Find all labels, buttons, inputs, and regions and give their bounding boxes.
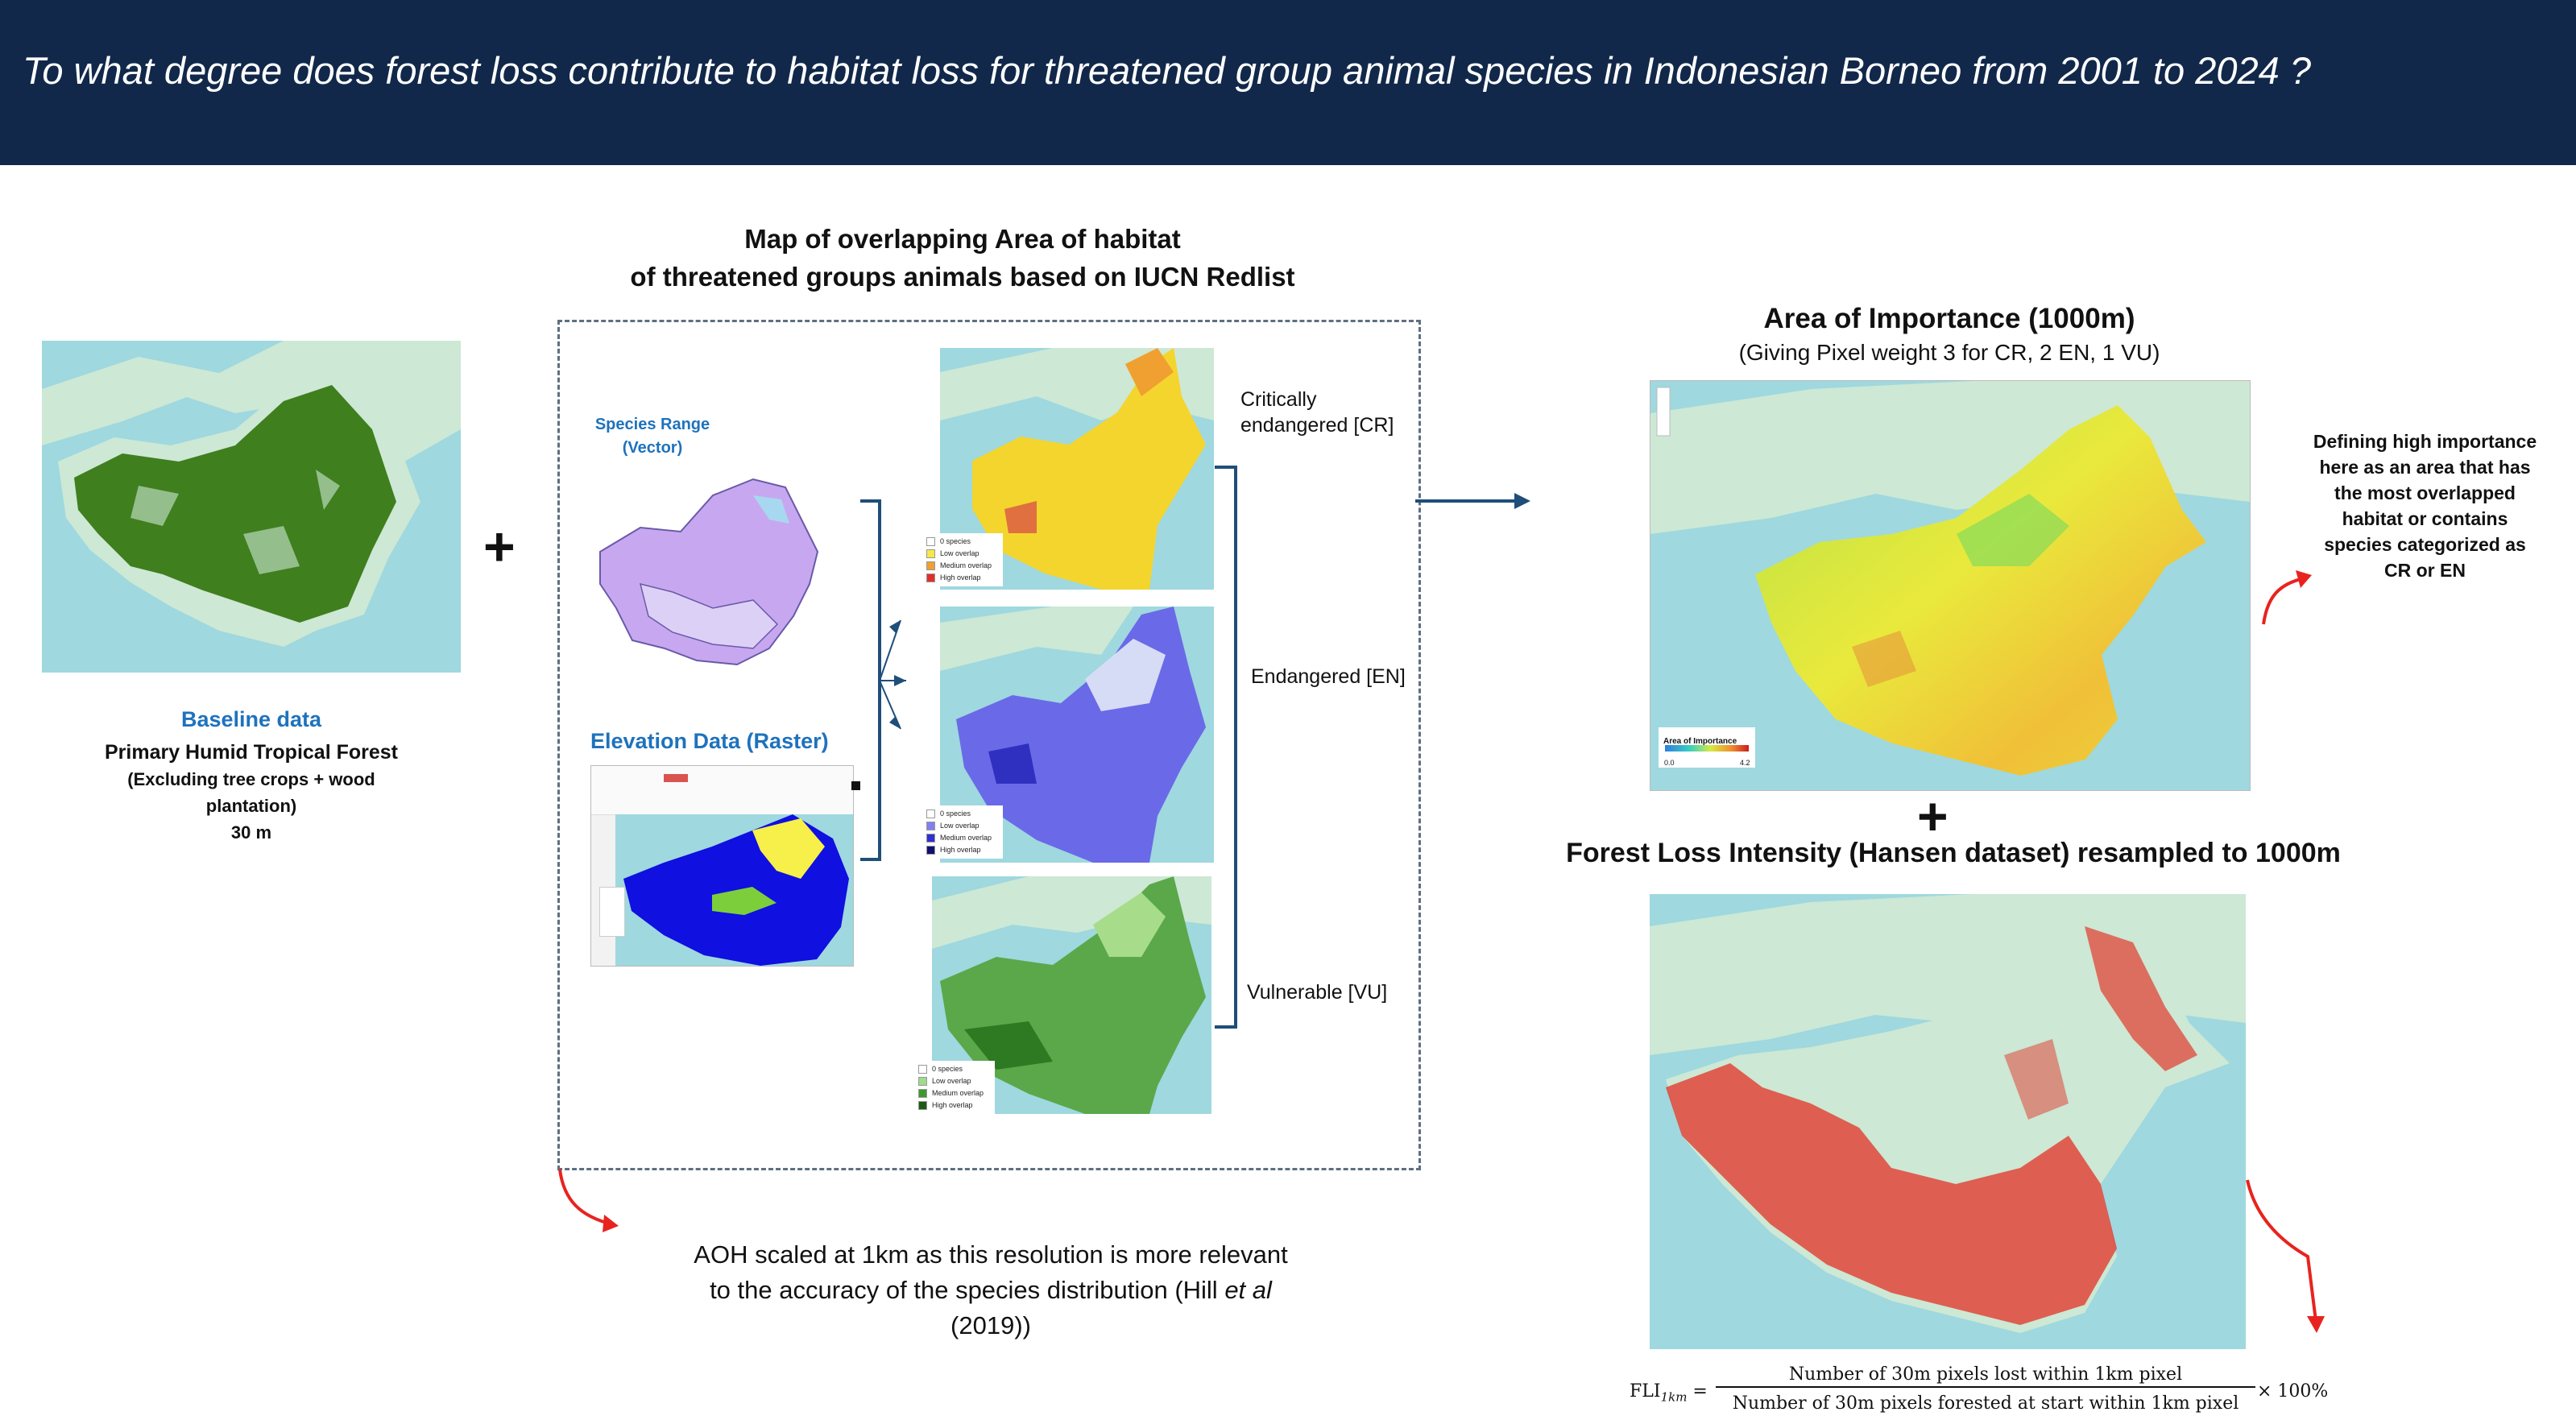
baseline-line1: Primary Humid Tropical Forest — [105, 741, 398, 764]
overlap-dashed-box — [557, 320, 1421, 1170]
importance-legend-min: 0.0 — [1664, 759, 1675, 767]
forest-loss-title: Forest Loss Intensity (Hansen dataset) r… — [1566, 838, 2341, 868]
left-bracket — [860, 499, 881, 861]
en-legend-swatch — [926, 822, 935, 830]
cr-legend: 0 species Low overlap Medium overlap Hig… — [922, 533, 1003, 586]
cr-legend-swatch — [926, 561, 935, 570]
right-bracket — [1215, 466, 1237, 1029]
plus-sign-2: + — [1917, 786, 1949, 846]
research-question: To what degree does forest loss contribu… — [23, 49, 2311, 92]
importance-subtitle: (Giving Pixel weight 3 for CR, 2 EN, 1 V… — [1738, 340, 2160, 365]
baseline-heading: Baseline data — [180, 707, 322, 731]
en-legend: 0 species Low overlap Medium overlap Hig… — [922, 805, 1003, 859]
en-legend-swatch — [926, 809, 935, 818]
cr-legend-swatch — [926, 573, 935, 582]
cr-label-line1: Critically — [1240, 388, 1317, 411]
vu-label: Vulnerable [VU] — [1247, 981, 1388, 1004]
aoh-note-line3: (2019)) — [950, 1311, 1031, 1339]
importance-legend-max: 4.2 — [1740, 759, 1750, 767]
en-label: Endangered [EN] — [1251, 665, 1406, 688]
importance-note: Defining high importance here as an area… — [2313, 431, 2537, 581]
elevation-label: Elevation Data (Raster) — [590, 729, 829, 753]
species-range-line2: (Vector) — [622, 439, 683, 457]
importance-map — [1650, 380, 2251, 791]
overlap-title-line2: of threatened groups animals based on IU… — [630, 262, 1295, 292]
vu-legend-swatch — [918, 1077, 927, 1086]
baseline-line4: 30 m — [230, 822, 272, 843]
aoh-note-line2: to the accuracy of the species distribut… — [710, 1276, 1272, 1304]
fan-arrows — [879, 619, 906, 730]
importance-title: Area of Importance (1000m) — [1763, 303, 2135, 334]
vu-legend-swatch — [918, 1065, 927, 1074]
formula-numerator: Number of 30m pixels lost within 1km pix… — [1716, 1364, 2255, 1388]
primary-forest-map — [42, 341, 461, 673]
vu-legend-swatch — [918, 1089, 927, 1098]
formula-lhs: FLI1km = — [1630, 1381, 1708, 1405]
baseline-line2: (Excluding tree crops + wood — [127, 769, 375, 789]
vu-legend-swatch — [918, 1101, 927, 1110]
species-range-map — [592, 463, 826, 673]
plus-sign-1: + — [483, 516, 516, 578]
overlap-title-line1: Map of overlapping Area of habitat — [744, 224, 1181, 254]
cr-legend-swatch — [926, 537, 935, 546]
cr-label-line2: endangered [CR] — [1240, 414, 1394, 437]
aoh-red-arrow — [558, 1169, 613, 1226]
small-black-marker — [851, 781, 860, 790]
aoh-note-line1: AOH scaled at 1km as this resolution is … — [694, 1240, 1288, 1269]
importance-legend-title: Area of Importance — [1663, 737, 1737, 746]
en-legend-swatch — [926, 834, 935, 843]
formula-rhs: × 100% — [2257, 1381, 2329, 1402]
forestloss-red-arrow — [2246, 1179, 2317, 1322]
title-banner — [0, 0, 2576, 165]
baseline-line3: plantation) — [205, 796, 297, 816]
cr-legend-swatch — [926, 549, 935, 558]
importance-red-arrow — [2262, 577, 2305, 625]
elevation-raster-map — [590, 765, 854, 967]
species-range-line1: Species Range — [594, 416, 710, 433]
formula-denominator: Number of 30m pixels forested at start w… — [1732, 1393, 2239, 1414]
en-legend-swatch — [926, 846, 935, 855]
vu-legend: 0 species Low overlap Medium overlap Hig… — [914, 1061, 995, 1114]
forest-loss-map — [1650, 894, 2246, 1349]
